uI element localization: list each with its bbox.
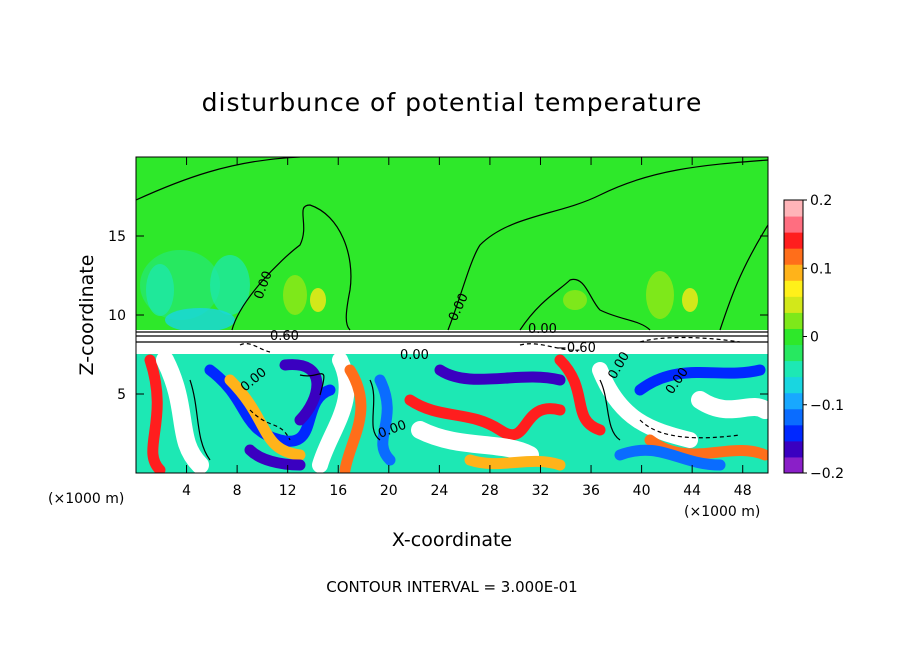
contour-interval-note: CONTOUR INTERVAL = 3.000E-01 [326, 578, 577, 596]
x-axis-label: X-coordinate [392, 529, 512, 551]
contour-label: 0.00 [400, 348, 429, 363]
colorbar-tick-label: 0.1 [810, 261, 832, 277]
x-tick-label: 4 [182, 483, 191, 499]
colorbar-band [784, 296, 803, 313]
x-tick-label: 24 [430, 483, 448, 499]
y-axis-label: Z-coordinate [76, 255, 98, 376]
cyan-blob [210, 255, 250, 315]
contour-label: 0.60 [270, 329, 299, 344]
x-tick-label: 16 [329, 483, 347, 499]
x-tick-label: 8 [233, 483, 242, 499]
colorbar-band [784, 248, 803, 265]
colorbar-tick-label: 0 [810, 330, 819, 346]
x-axis-unit-right: (×1000 m) [684, 504, 760, 520]
colorbar-ticks: −0.2 −0.1 0 0.1 0.2 [803, 193, 844, 482]
x-tick-label: 44 [683, 483, 701, 499]
cyan-blob [165, 308, 235, 332]
x-tick-label: 40 [633, 483, 651, 499]
contour-label: −0.60 [556, 341, 596, 356]
x-tick-label: 36 [582, 483, 600, 499]
yellow-blob [563, 290, 587, 310]
turbulent-eddies [144, 351, 768, 473]
colorbar-band [784, 232, 803, 249]
x-tick-label: 28 [481, 483, 499, 499]
x-tick-label: 32 [532, 483, 550, 499]
colorbar-band [784, 344, 803, 362]
colorbar-band [784, 216, 803, 233]
contour-label: 0.00 [528, 322, 557, 337]
yellow-blob [283, 275, 307, 315]
colorbar-band [784, 360, 803, 378]
x-tick-label: 48 [734, 483, 752, 499]
yellow-blob [310, 288, 326, 312]
colorbar-band [784, 392, 803, 410]
colorbar-band [784, 456, 803, 474]
y-tick-label: 5 [117, 387, 126, 403]
yellow-blob [682, 288, 698, 312]
y-tick-label: 15 [108, 229, 126, 245]
colorbar-band [784, 408, 803, 426]
plot-area: 0.00 0.00 0.60 0.00 0.00 −0.60 0.00 0.00… [136, 157, 768, 473]
colorbar-tick-label: −0.1 [810, 398, 844, 414]
colorbar-tick-label: 0.2 [810, 193, 832, 209]
yellow-blob [646, 271, 674, 319]
cyan-blob [146, 264, 174, 316]
colorbar-band [784, 376, 803, 394]
colorbar-band [784, 328, 803, 346]
y-axis: 5 10 15 [108, 229, 768, 403]
contour-lines [136, 157, 768, 461]
colorbar-tick-label: −0.2 [810, 466, 844, 482]
x-axis-unit-left: (×1000 m) [48, 491, 124, 507]
colorbar-band [784, 424, 803, 442]
colorbar-band [784, 280, 803, 297]
colorbar-band [784, 200, 803, 217]
chart-title: disturbunce of potential temperature [202, 88, 703, 117]
y-tick-label: 10 [108, 308, 126, 324]
x-tick-label: 12 [279, 483, 297, 499]
colorbar-band [784, 264, 803, 281]
colorbar-band [784, 312, 803, 329]
colorbar-band [784, 440, 803, 458]
colorbar: −0.2 −0.1 0 0.1 0.2 [783, 193, 844, 482]
x-tick-label: 20 [380, 483, 398, 499]
colorbar-bands [784, 200, 803, 474]
x-axis: 4 8 12 16 20 24 28 32 36 40 44 48 [182, 157, 752, 499]
